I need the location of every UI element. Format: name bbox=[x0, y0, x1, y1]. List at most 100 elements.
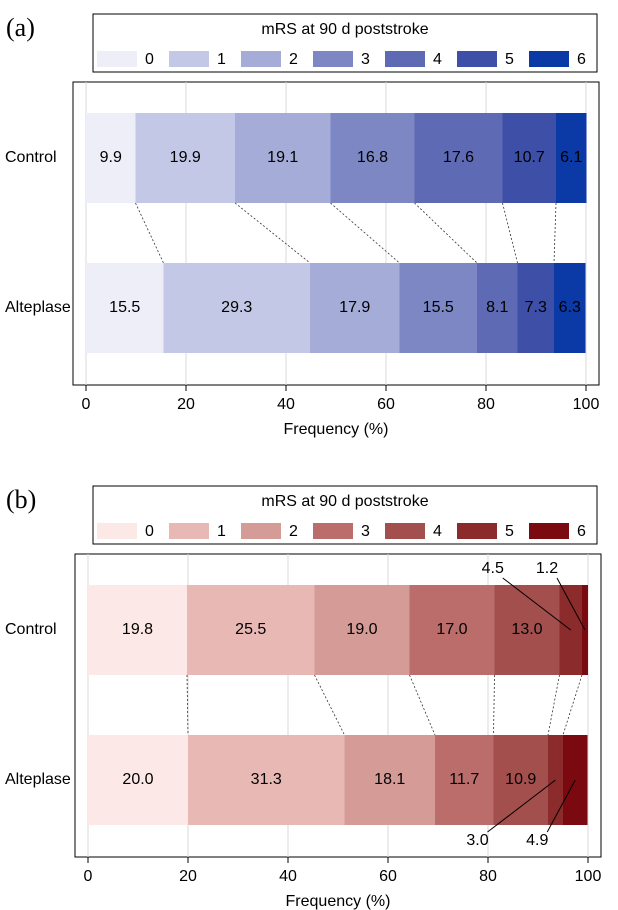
y-tick-label: Control bbox=[5, 621, 57, 638]
connector bbox=[553, 202, 557, 264]
value-label: 16.8 bbox=[357, 149, 388, 166]
legend-label: 5 bbox=[505, 523, 514, 540]
legend-box bbox=[92, 13, 598, 73]
x-tick-label: 60 bbox=[377, 396, 395, 413]
bar-segment bbox=[310, 263, 400, 353]
value-label: 17.9 bbox=[339, 299, 370, 316]
legend-swatch bbox=[241, 51, 281, 67]
x-tick-label: 60 bbox=[379, 868, 397, 885]
value-label: 25.5 bbox=[235, 621, 266, 638]
legend-label: 3 bbox=[361, 51, 370, 68]
value-label: 19.9 bbox=[170, 149, 201, 166]
connector bbox=[562, 674, 583, 736]
value-label: 31.3 bbox=[251, 771, 282, 788]
bar-segment bbox=[86, 263, 164, 353]
x-axis-title: Frequency (%) bbox=[284, 421, 389, 438]
panel-label: (a) bbox=[6, 13, 35, 42]
bar-segment bbox=[517, 263, 554, 353]
bar-segment bbox=[135, 113, 235, 203]
connector bbox=[314, 674, 345, 736]
bar-segment bbox=[187, 585, 315, 675]
legend-swatch bbox=[457, 523, 497, 539]
legend-label: 0 bbox=[145, 51, 154, 68]
legend-swatch bbox=[529, 523, 569, 539]
plot-frame bbox=[72, 81, 600, 386]
x-tick-label: 0 bbox=[82, 396, 91, 413]
x-tick-label: 100 bbox=[575, 868, 602, 885]
x-tick-label: 0 bbox=[84, 868, 93, 885]
value-label: 17.6 bbox=[443, 149, 474, 166]
bar-segment bbox=[435, 735, 494, 825]
legend-label: 3 bbox=[361, 523, 370, 540]
connector bbox=[135, 202, 164, 264]
value-label: 4.5 bbox=[482, 560, 504, 577]
value-label: 11.7 bbox=[449, 771, 479, 788]
x-tick-label: 40 bbox=[277, 396, 295, 413]
value-label: 4.9 bbox=[526, 832, 548, 849]
value-label: 7.3 bbox=[525, 299, 547, 316]
panel-label: (b) bbox=[6, 485, 36, 514]
connector bbox=[547, 674, 560, 736]
bar-segment bbox=[414, 113, 503, 203]
bar-segment bbox=[188, 735, 345, 825]
value-label: 29.3 bbox=[221, 299, 252, 316]
legend-label: 4 bbox=[433, 51, 442, 68]
legend-swatch bbox=[169, 523, 209, 539]
value-label: 15.5 bbox=[423, 299, 454, 316]
leader-line bbox=[502, 577, 572, 631]
value-label: 1.2 bbox=[536, 560, 558, 577]
bar-segment bbox=[88, 585, 187, 675]
leader-line bbox=[556, 577, 586, 631]
legend-title: mRS at 90 d poststroke bbox=[261, 21, 428, 38]
bar-segment bbox=[493, 735, 548, 825]
x-tick-label: 80 bbox=[477, 396, 495, 413]
connector bbox=[502, 202, 518, 264]
value-label: 6.1 bbox=[560, 149, 582, 166]
value-label: 18.1 bbox=[374, 771, 405, 788]
connector bbox=[414, 202, 478, 264]
legend-label: 1 bbox=[217, 51, 226, 68]
bar-segment bbox=[344, 735, 435, 825]
leader-line bbox=[487, 779, 556, 833]
y-tick-label: Control bbox=[5, 149, 57, 166]
legend-label: 6 bbox=[577, 523, 586, 540]
x-tick-label: 80 bbox=[479, 868, 497, 885]
x-tick-label: 20 bbox=[177, 396, 195, 413]
legend-swatch bbox=[169, 51, 209, 67]
leader-line bbox=[546, 779, 576, 833]
legend-label: 0 bbox=[145, 523, 154, 540]
value-label: 10.7 bbox=[514, 149, 545, 166]
bar-segment bbox=[477, 263, 518, 353]
legend-swatch bbox=[241, 523, 281, 539]
value-label: 19.1 bbox=[267, 149, 298, 166]
value-label: 19.8 bbox=[122, 621, 153, 638]
bar-segment bbox=[330, 113, 415, 203]
x-tick-label: 100 bbox=[573, 396, 600, 413]
bar-segment bbox=[235, 113, 331, 203]
value-label: 19.0 bbox=[346, 621, 377, 638]
value-label: 6.3 bbox=[559, 299, 581, 316]
plot-frame bbox=[74, 553, 602, 858]
bar-segment bbox=[86, 113, 136, 203]
legend-label: 5 bbox=[505, 51, 514, 68]
bar-segment bbox=[494, 585, 560, 675]
connector bbox=[330, 202, 400, 264]
legend-swatch bbox=[385, 51, 425, 67]
x-tick-label: 20 bbox=[179, 868, 197, 885]
bar-segment bbox=[409, 585, 495, 675]
bar-segment bbox=[399, 263, 477, 353]
bar-segment bbox=[314, 585, 410, 675]
value-label: 20.0 bbox=[122, 771, 153, 788]
legend-swatch bbox=[313, 51, 353, 67]
bar-segment bbox=[554, 263, 586, 353]
y-tick-label: Alteplase bbox=[5, 771, 71, 788]
legend-label: 2 bbox=[289, 51, 298, 68]
value-label: 13.0 bbox=[511, 621, 542, 638]
value-label: 8.1 bbox=[486, 299, 508, 316]
legend-swatch bbox=[97, 51, 137, 67]
legend-box bbox=[92, 485, 598, 545]
legend-swatch bbox=[457, 51, 497, 67]
legend-swatch bbox=[385, 523, 425, 539]
value-label: 15.5 bbox=[109, 299, 140, 316]
